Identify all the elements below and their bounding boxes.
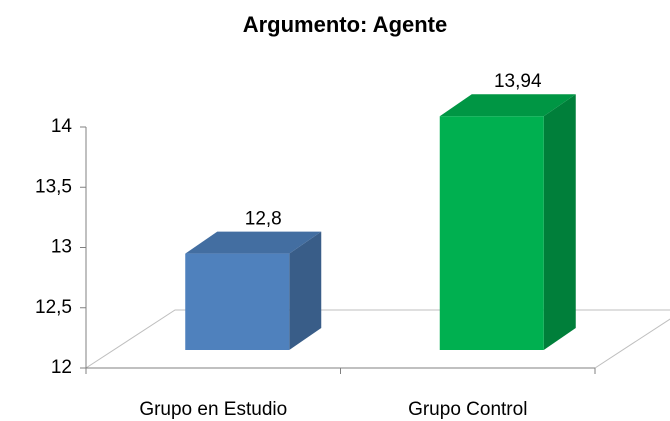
chart-title: Argumento: Agente: [243, 12, 448, 37]
bar-top: [439, 94, 576, 117]
bar-top: [185, 231, 322, 254]
x-tick-label: Grupo en Estudio: [139, 399, 287, 420]
value-label: 12,8: [245, 209, 282, 230]
x-tick-label: Grupo Control: [408, 399, 527, 420]
value-label: 13,94: [494, 71, 542, 92]
bar: [185, 253, 290, 350]
y-tick-label: 13,5: [35, 176, 72, 197]
y-tick-label: 12: [51, 357, 72, 378]
y-tick-label: 14: [51, 116, 73, 137]
bar-side: [543, 94, 576, 350]
floor: [84, 309, 670, 369]
bar-side: [289, 231, 322, 350]
y-tick-label: 13: [51, 237, 72, 258]
bar: [439, 116, 544, 350]
y-tick-label: 12,5: [35, 297, 72, 318]
